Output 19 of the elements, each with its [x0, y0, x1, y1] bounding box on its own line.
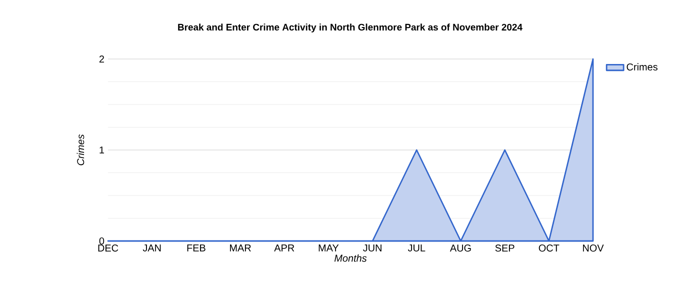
y-tick-label: 2 — [99, 56, 104, 62]
x-tick-label: JUN — [363, 244, 382, 252]
x-tick-label: SEP — [495, 244, 514, 252]
y-tick-label: 1 — [100, 146, 104, 154]
x-tick-label: DEC — [98, 244, 118, 252]
x-tick-label: APR — [274, 244, 294, 252]
y-tick-label: 0 — [99, 237, 104, 245]
legend-label: Crimes — [626, 63, 658, 70]
x-tick-label: JAN — [142, 244, 161, 252]
y-axis-title: Crimes — [76, 134, 84, 166]
x-tick-label: OCT — [538, 244, 560, 252]
x-tick-label: MAR — [230, 244, 251, 252]
chart-title: Break and Enter Crime Activity in North Glenmore Park as of November 2024 — [178, 24, 522, 32]
x-tick-label: MAY — [318, 244, 339, 252]
x-tick-label: JUL — [408, 244, 426, 252]
x-tick-label: AUG — [450, 244, 471, 252]
x-tick-label: FEB — [187, 244, 206, 252]
x-tick-label: NOV — [583, 244, 604, 252]
x-axis-title: Months — [334, 254, 367, 262]
